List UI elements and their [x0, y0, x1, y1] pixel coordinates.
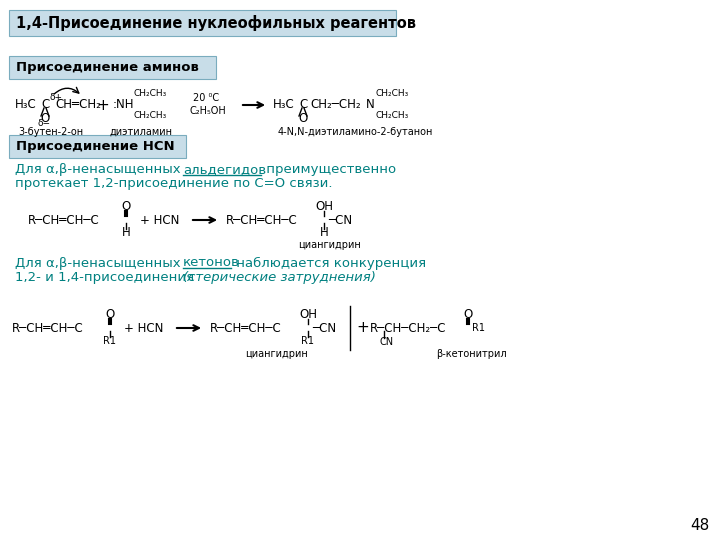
Text: 48: 48 [690, 517, 710, 532]
Text: циангидрин: циангидрин [298, 240, 361, 250]
Text: + HCN: + HCN [140, 213, 179, 226]
Text: 3-бутен-2-он: 3-бутен-2-он [18, 127, 83, 137]
Text: R─CH═CH─C: R─CH═CH─C [210, 321, 282, 334]
Text: циангидрин: циангидрин [245, 349, 307, 359]
Text: R─CH═CH─C: R─CH═CH─C [226, 213, 298, 226]
Text: преимущественно: преимущественно [262, 164, 396, 177]
Text: кетонов: кетонов [183, 256, 240, 269]
Text: δ+: δ+ [50, 93, 63, 103]
Text: CH₂─CH₂: CH₂─CH₂ [310, 98, 361, 111]
FancyBboxPatch shape [9, 56, 216, 79]
Text: 4-N,N-диэтиламино-2-бутанон: 4-N,N-диэтиламино-2-бутанон [278, 127, 433, 137]
Text: CN: CN [380, 337, 394, 347]
Text: диэтиламин: диэтиламин [110, 127, 173, 137]
Text: δ−: δ− [38, 118, 51, 127]
Text: (стерические затруднения): (стерические затруднения) [183, 271, 376, 284]
Text: β-кетонитрил: β-кетонитрил [436, 349, 507, 359]
Text: O: O [298, 112, 307, 125]
Text: 1,2- и 1,4-присоединения: 1,2- и 1,4-присоединения [15, 271, 199, 284]
Text: O: O [122, 200, 130, 213]
FancyBboxPatch shape [9, 135, 186, 158]
Text: Для α,β-ненасыщенных: Для α,β-ненасыщенных [15, 256, 185, 269]
Text: CH₂CH₃: CH₂CH₃ [376, 90, 409, 98]
Text: O: O [105, 308, 114, 321]
Text: ─CN: ─CN [312, 321, 336, 334]
Text: R1: R1 [472, 323, 485, 333]
Text: ─CN: ─CN [328, 213, 352, 226]
Text: H: H [122, 226, 130, 240]
Text: C₂H₅OH: C₂H₅OH [190, 106, 227, 116]
Text: R─CH═CH─C: R─CH═CH─C [12, 321, 84, 334]
Text: Присоединение аминов: Присоединение аминов [16, 61, 199, 74]
Text: R─CH─CH₂─C: R─CH─CH₂─C [370, 321, 446, 334]
Text: CH₂CH₃: CH₂CH₃ [133, 111, 166, 120]
FancyBboxPatch shape [9, 10, 396, 36]
Text: 20 ⁰C: 20 ⁰C [193, 93, 219, 103]
Text: 1,4-Присоединение нуклеофильных реагентов: 1,4-Присоединение нуклеофильных реагенто… [16, 15, 416, 31]
Text: Присоединение HCN: Присоединение HCN [16, 140, 175, 153]
Text: O: O [464, 308, 472, 321]
Text: OH: OH [299, 308, 317, 321]
Text: + HCN: + HCN [124, 321, 163, 334]
Text: N: N [366, 98, 374, 111]
Text: CH₂CH₃: CH₂CH₃ [133, 90, 166, 98]
Text: CH₂CH₃: CH₂CH₃ [376, 111, 409, 120]
Text: H: H [320, 226, 328, 240]
Text: O: O [40, 112, 50, 125]
Text: R1: R1 [104, 336, 117, 346]
Text: +: + [356, 321, 369, 335]
Text: H₃C: H₃C [273, 98, 294, 111]
Text: CH═CH₂: CH═CH₂ [55, 98, 101, 111]
Text: H₃C: H₃C [15, 98, 37, 111]
Text: C: C [299, 98, 307, 111]
Text: протекает 1,2-присоединение по С=О связи.: протекает 1,2-присоединение по С=О связи… [15, 178, 333, 191]
Text: +: + [96, 98, 109, 112]
Text: альдегидов: альдегидов [183, 164, 266, 177]
Text: :NH: :NH [113, 98, 135, 111]
Text: C: C [41, 98, 49, 111]
Text: R─CH═CH─C: R─CH═CH─C [28, 213, 100, 226]
Text: R1: R1 [302, 336, 315, 346]
Text: OH: OH [315, 200, 333, 213]
Text: наблюдается конкуренция: наблюдается конкуренция [232, 256, 426, 269]
Text: Для α,β-ненасыщенных: Для α,β-ненасыщенных [15, 164, 185, 177]
